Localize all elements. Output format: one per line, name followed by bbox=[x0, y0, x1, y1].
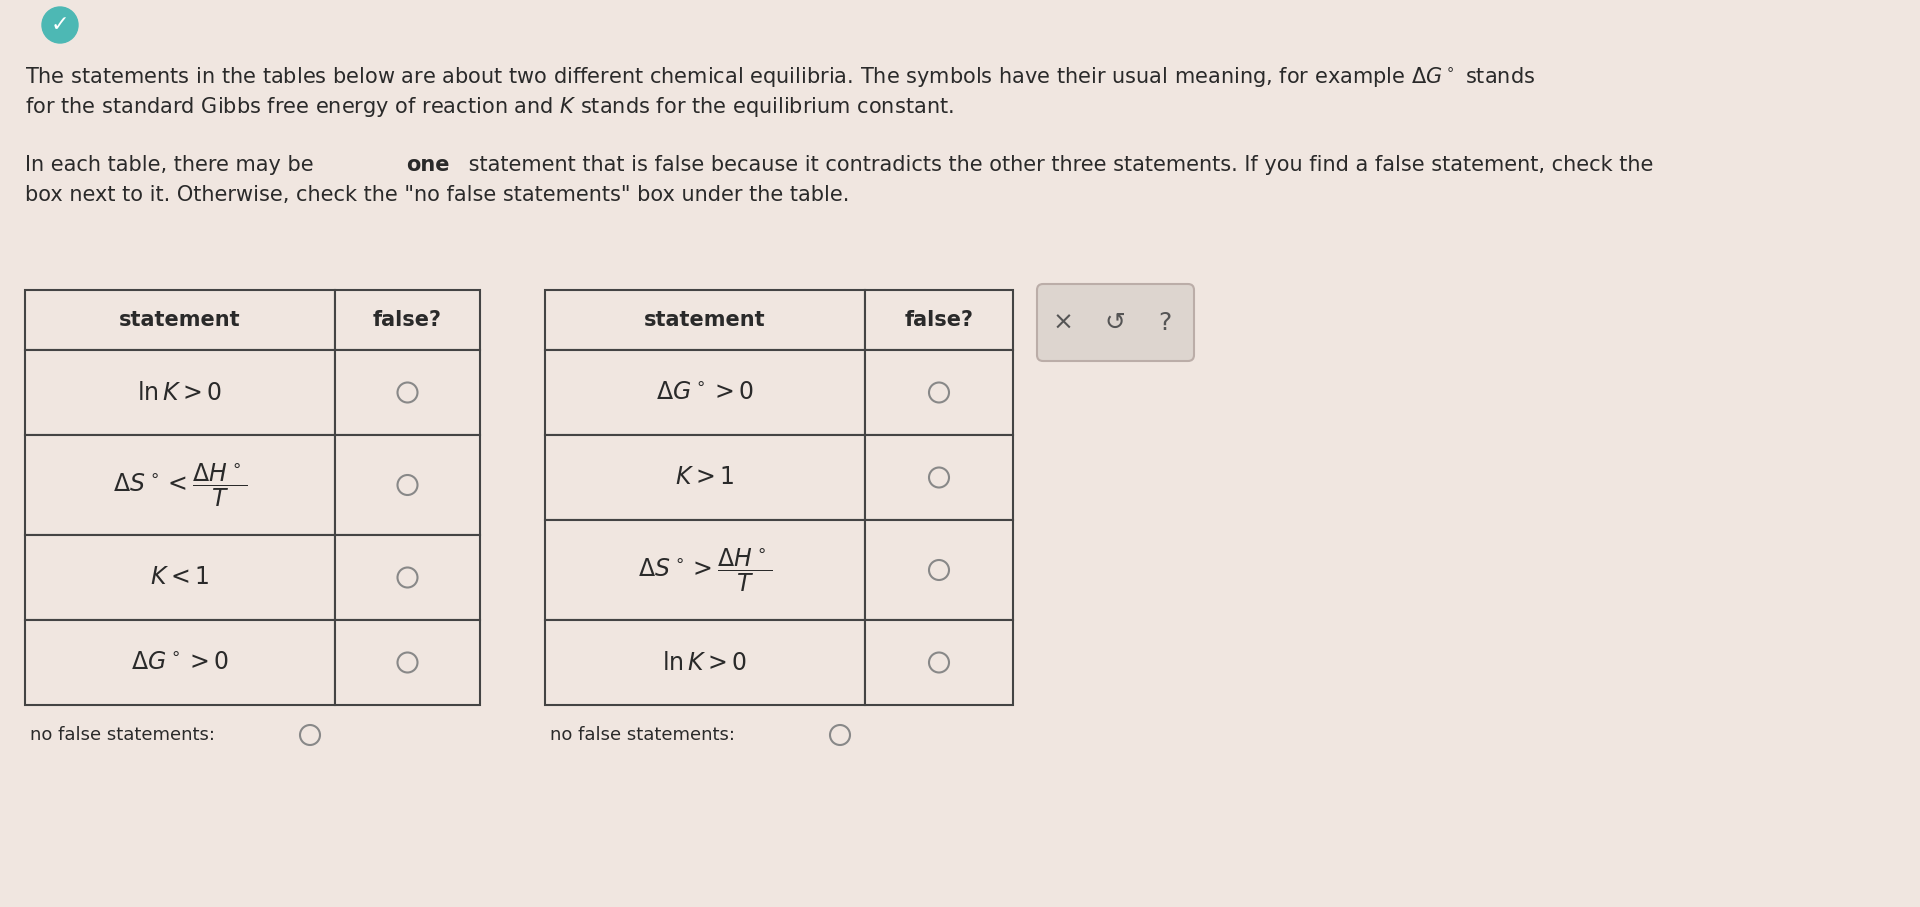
Text: no false statements:: no false statements: bbox=[549, 726, 735, 744]
Bar bbox=[334, 620, 480, 705]
Bar bbox=[866, 350, 1014, 435]
Text: statement that is false because it contradicts the other three statements. If yo: statement that is false because it contr… bbox=[463, 155, 1653, 175]
Text: one: one bbox=[405, 155, 449, 175]
Text: false?: false? bbox=[904, 310, 973, 330]
Bar bbox=[334, 290, 480, 350]
Bar bbox=[545, 435, 866, 520]
Text: for the standard Gibbs free energy of reaction and $K$ stands for the equilibriu: for the standard Gibbs free energy of re… bbox=[25, 95, 954, 119]
Bar bbox=[25, 620, 334, 705]
Bar bbox=[545, 290, 866, 350]
Bar bbox=[334, 535, 480, 620]
Text: $\ln K > 0$: $\ln K > 0$ bbox=[138, 381, 223, 405]
Bar bbox=[25, 350, 334, 435]
Text: $\Delta G^\circ > 0$: $\Delta G^\circ > 0$ bbox=[657, 381, 755, 405]
FancyBboxPatch shape bbox=[1037, 284, 1194, 361]
Bar bbox=[866, 435, 1014, 520]
Text: In each table, there may be: In each table, there may be bbox=[25, 155, 321, 175]
Bar bbox=[866, 290, 1014, 350]
Text: $\Delta G^\circ > 0$: $\Delta G^\circ > 0$ bbox=[131, 650, 228, 675]
Text: $\ln K > 0$: $\ln K > 0$ bbox=[662, 650, 747, 675]
Bar bbox=[334, 435, 480, 535]
Text: $K > 1$: $K > 1$ bbox=[676, 465, 735, 490]
Text: $K < 1$: $K < 1$ bbox=[150, 565, 209, 590]
Bar bbox=[25, 290, 334, 350]
Bar bbox=[545, 350, 866, 435]
Text: statement: statement bbox=[645, 310, 766, 330]
Text: false?: false? bbox=[372, 310, 442, 330]
Text: statement: statement bbox=[119, 310, 240, 330]
Bar bbox=[866, 520, 1014, 620]
Circle shape bbox=[42, 7, 79, 43]
Bar bbox=[545, 520, 866, 620]
Text: no false statements:: no false statements: bbox=[31, 726, 215, 744]
Text: $\Delta S^\circ > \dfrac{\Delta H^\circ}{T}$: $\Delta S^\circ > \dfrac{\Delta H^\circ}… bbox=[637, 546, 772, 594]
Text: ↺: ↺ bbox=[1104, 310, 1125, 335]
Text: $\Delta S^\circ < \dfrac{\Delta H^\circ}{T}$: $\Delta S^\circ < \dfrac{\Delta H^\circ}… bbox=[113, 462, 248, 509]
Text: ?: ? bbox=[1158, 310, 1171, 335]
Text: box next to it. Otherwise, check the "no false statements" box under the table.: box next to it. Otherwise, check the "no… bbox=[25, 185, 849, 205]
Text: The statements in the tables below are about two different chemical equilibria. : The statements in the tables below are a… bbox=[25, 65, 1536, 89]
Bar bbox=[545, 620, 866, 705]
Text: ×: × bbox=[1052, 310, 1073, 335]
Bar bbox=[866, 620, 1014, 705]
Text: ✓: ✓ bbox=[50, 15, 69, 35]
Bar bbox=[25, 535, 334, 620]
Bar bbox=[334, 350, 480, 435]
Bar bbox=[25, 435, 334, 535]
